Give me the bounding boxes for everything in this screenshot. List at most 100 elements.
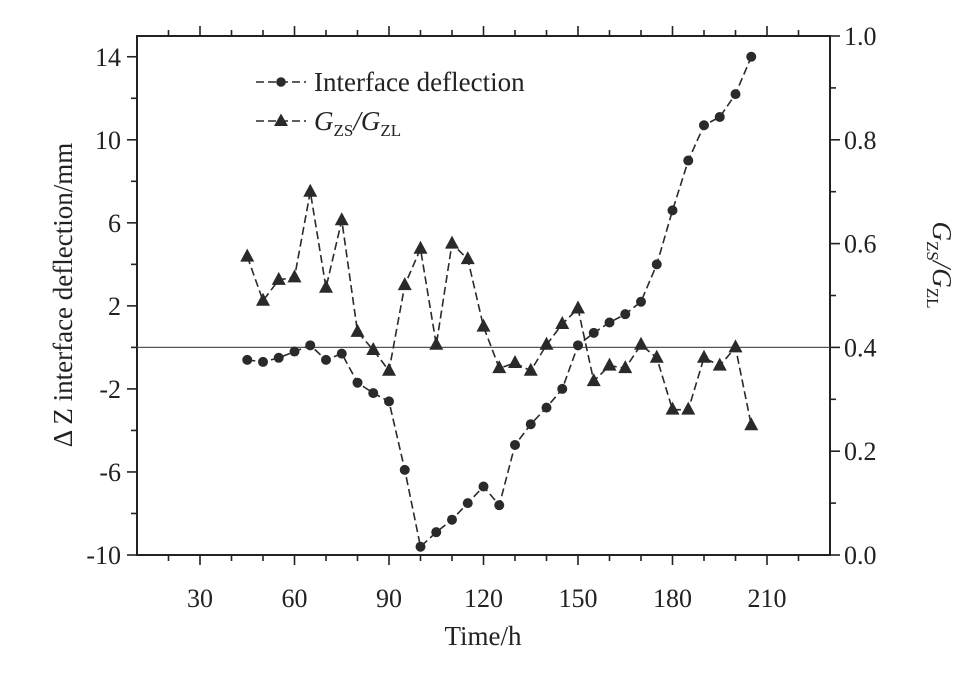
legend-label-ratio: GZS/GZL: [314, 106, 401, 140]
deflection-point: [242, 354, 253, 365]
x-tick-label: 60: [282, 584, 308, 613]
deflection-point: [352, 377, 363, 388]
ratio-point: [271, 271, 286, 285]
deflection-point: [399, 464, 410, 475]
ratio-point: [744, 417, 759, 431]
ratio-point: [445, 235, 459, 249]
legend-ratio-g2: /G: [351, 106, 380, 136]
y-left-tick-label: 6: [108, 209, 121, 238]
ratio-point: [523, 362, 538, 376]
deflection-point: [541, 402, 552, 413]
ratio-point: [334, 212, 349, 226]
deflection-point: [478, 481, 489, 492]
right-axis-title-sub2: ZL: [923, 288, 942, 309]
deflection-point: [384, 396, 394, 407]
deflection-point: [730, 89, 741, 100]
y-right-tick-label: 0.4: [844, 333, 877, 362]
deflection-point: [289, 346, 300, 357]
y-right-tick-label: 1.0: [844, 22, 877, 51]
deflection-point: [714, 111, 725, 122]
legend-entry-interface-deflection: Interface deflection: [256, 67, 525, 97]
ratio-point: [634, 336, 648, 350]
deflection-point: [336, 348, 347, 359]
x-axis-title: Time/h: [444, 621, 522, 651]
deflection-point: [462, 498, 473, 509]
ratio-point: [382, 362, 396, 376]
y-left-tick-label: 10: [95, 126, 121, 155]
legend-ratio-sub1: ZS: [334, 121, 354, 140]
ratio-point: [586, 373, 601, 387]
deflection-point: [746, 51, 757, 62]
deflection-point: [588, 327, 599, 338]
deflection-point: [683, 155, 694, 166]
legend-label-deflection: Interface deflection: [314, 67, 525, 97]
ratio-point: [287, 269, 302, 283]
deflection-point: [368, 388, 379, 399]
ratio-point: [413, 240, 428, 254]
deflection-point: [273, 352, 284, 363]
y-right-tick-label: 0.6: [844, 230, 877, 259]
ratio-point: [697, 349, 711, 363]
deflection-point: [699, 120, 709, 131]
ratio-point: [728, 339, 743, 353]
deflection-point: [651, 259, 662, 270]
y-right-tick-label: 0.0: [844, 541, 877, 570]
x-tick-label: 30: [187, 584, 213, 613]
ratio-point: [397, 277, 412, 291]
deflection-point: [431, 527, 442, 538]
ratio-point: [665, 401, 680, 415]
y-left-tick-label: 2: [108, 292, 121, 321]
legend-ratio-sub2: ZL: [380, 121, 401, 140]
ratio-point: [571, 300, 585, 314]
ratio-point: [476, 318, 491, 332]
legend-entry-gzs-gzl: GZS/GZL: [256, 106, 401, 140]
ratio-point: [256, 292, 270, 306]
y-left-tick-label: -6: [99, 458, 121, 487]
ratio-point: [508, 354, 522, 368]
deflection-point: [525, 419, 536, 430]
deflection-point: [510, 439, 520, 450]
deflection-point: [620, 309, 631, 320]
legend-marker-circle: [276, 77, 286, 87]
plot-frame: [136, 35, 831, 556]
ratio-point: [492, 360, 507, 374]
x-tick-label: 90: [376, 584, 402, 613]
ratio-point: [618, 360, 633, 374]
deflection-point: [305, 340, 316, 351]
right-axis-title-g2: /G: [927, 259, 957, 288]
deflection-point: [258, 356, 268, 367]
deflection-point: [667, 205, 678, 216]
series-line-1: [246, 191, 753, 426]
deflection-point: [604, 317, 615, 328]
deflection-point: [494, 500, 505, 511]
right-axis-title-sub1: ZS: [923, 241, 942, 261]
ratio-point: [429, 336, 444, 350]
y-left-tick-label: 14: [95, 43, 121, 72]
deflection-point: [321, 354, 331, 365]
ratio-point: [712, 357, 727, 371]
ratio-point: [303, 183, 318, 197]
x-tick-label: 180: [653, 584, 692, 613]
series-layer: [240, 51, 759, 552]
ratio-point: [460, 251, 475, 265]
y-right-tick-label: 0.8: [844, 126, 877, 155]
x-tick-label: 150: [559, 584, 598, 613]
ratio-point: [539, 336, 554, 350]
right-axis-title-g1: G: [927, 221, 957, 241]
y-right-tick-label: 0.2: [844, 437, 877, 466]
ratio-point: [602, 357, 617, 371]
ratio-point: [366, 341, 381, 355]
ratio-point: [681, 401, 696, 415]
y-left-tick-label: -2: [99, 375, 121, 404]
right-axis-title: GZS/GZL: [923, 221, 957, 308]
x-tick-label: 120: [464, 584, 503, 613]
legend: Interface deflection GZS/GZL: [256, 67, 525, 140]
tick-marks: [127, 26, 840, 565]
x-tick-label: 210: [748, 584, 787, 613]
ratio-point: [240, 248, 255, 262]
ratio-point: [350, 323, 365, 337]
ratio-point: [319, 279, 333, 293]
deflection-point: [447, 514, 457, 525]
deflection-point: [636, 296, 646, 307]
